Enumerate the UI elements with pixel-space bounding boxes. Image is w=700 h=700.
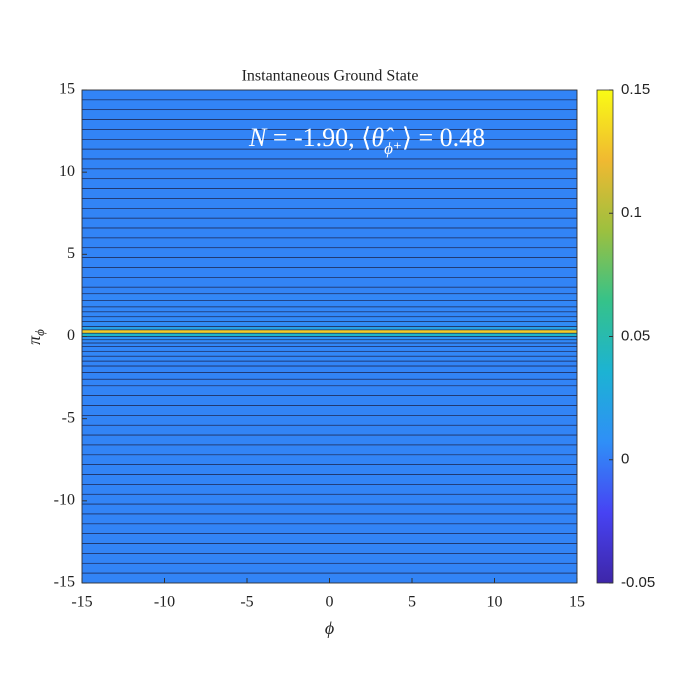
heat-band xyxy=(81,424,578,436)
y-tick-label: -10 xyxy=(54,492,75,509)
heat-band xyxy=(81,350,578,357)
heat-band xyxy=(81,267,578,278)
y-label-main: π xyxy=(24,335,44,345)
heat-band xyxy=(81,372,578,380)
heat-band xyxy=(81,493,578,505)
annotation-part: = -1.90, ⟨ xyxy=(266,123,371,152)
heat-band xyxy=(81,188,578,199)
heat-band xyxy=(81,168,578,180)
heat-band xyxy=(81,553,578,564)
chart-title: Instantaneous Ground State xyxy=(242,68,419,85)
heat-band xyxy=(81,329,578,334)
heat-band xyxy=(81,89,578,101)
heat-band xyxy=(81,378,578,387)
colorbar-tick-label: -0.05 xyxy=(621,574,655,591)
heat-band xyxy=(81,332,578,337)
heat-band xyxy=(81,311,578,318)
heat-band xyxy=(81,227,578,239)
heat-band xyxy=(81,217,578,229)
heat-band xyxy=(81,158,578,170)
heat-band xyxy=(81,321,578,327)
heat-band xyxy=(81,300,578,308)
heat-band xyxy=(81,513,578,525)
y-tick-label: -5 xyxy=(62,409,75,426)
colorbar-tick-label: 0.15 xyxy=(621,81,650,98)
heat-band xyxy=(81,523,578,535)
heat-band xyxy=(81,503,578,515)
x-tick-label: 0 xyxy=(326,594,334,611)
y-tick-label: -15 xyxy=(54,574,75,591)
x-tick-label: -5 xyxy=(240,594,253,611)
y-tick-label: 0 xyxy=(67,327,75,344)
annotation-part: ⟩ = 0.48 xyxy=(402,123,485,152)
heat-band xyxy=(81,562,578,574)
heat-band xyxy=(81,277,578,288)
heat-band xyxy=(81,257,578,268)
heat-band xyxy=(81,198,578,209)
heat-band xyxy=(81,405,578,416)
x-tick-label: 10 xyxy=(487,594,503,611)
y-tick-label: 5 xyxy=(67,245,75,262)
y-axis-label: πϕ xyxy=(24,329,47,345)
heat-band xyxy=(81,237,578,249)
heat-band xyxy=(81,342,578,347)
heat-band xyxy=(81,326,578,331)
heat-band xyxy=(81,355,578,362)
heat-band xyxy=(81,395,578,406)
heat-band xyxy=(81,474,578,485)
heat-band xyxy=(81,208,578,219)
annotation: N = -1.90, ⟨θ̂ϕ⁺⟩ = 0.48 xyxy=(248,123,485,158)
x-axis-label: ϕ xyxy=(325,618,334,638)
x-tick-label: -10 xyxy=(154,594,175,611)
heat-band xyxy=(81,316,578,323)
heat-band xyxy=(81,293,578,301)
x-tick-label: 15 xyxy=(569,594,585,611)
heat-band xyxy=(81,543,578,554)
heat-band xyxy=(81,464,578,475)
heat-band xyxy=(81,178,578,189)
heat-band xyxy=(81,385,578,396)
heat-band xyxy=(81,454,578,465)
colorbar-tick-label: 0.05 xyxy=(621,327,650,344)
heat-band xyxy=(81,109,578,120)
annotation-part: N xyxy=(248,123,268,152)
heat-band xyxy=(81,360,578,367)
x-tick-label: 5 xyxy=(408,594,416,611)
heat-band xyxy=(81,434,578,446)
heat-band xyxy=(81,286,578,295)
heat-band xyxy=(81,444,578,456)
heat-band xyxy=(81,306,578,313)
y-tick-label: 15 xyxy=(59,81,75,98)
annotation-part: ϕ⁺ xyxy=(384,139,402,158)
heat-band xyxy=(81,415,578,426)
heat-band xyxy=(81,346,578,352)
colorbar-tick-label: 0.1 xyxy=(621,204,642,221)
y-label-sub: ϕ xyxy=(32,329,47,336)
heat-band xyxy=(81,99,578,111)
heat-band xyxy=(81,336,578,341)
heat-band xyxy=(81,365,578,373)
x-tick-label: -15 xyxy=(71,594,92,611)
heat-band xyxy=(81,247,578,258)
colorbar-tick-label: 0 xyxy=(621,451,629,468)
heat-band xyxy=(81,484,578,495)
heat-band xyxy=(81,339,578,344)
heat-band xyxy=(81,533,578,544)
y-tick-label: 10 xyxy=(59,163,75,180)
